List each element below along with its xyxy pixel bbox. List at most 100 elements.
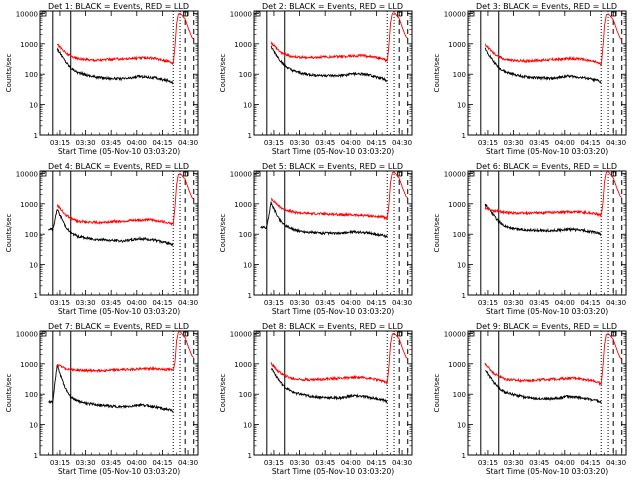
chart-title: Det 7: BLACK = Events, RED = LLD <box>48 322 189 331</box>
x-tick-label: 04:00 <box>555 459 575 467</box>
x-tick-label: 04:15 <box>366 299 386 307</box>
x-tick-label: 03:45 <box>529 139 549 147</box>
state-box <box>41 171 47 177</box>
state-box <box>469 11 475 17</box>
y-tick-label: 10000 <box>444 330 466 338</box>
x-tick-label: 04:30 <box>178 459 198 467</box>
plot-frame <box>39 330 199 456</box>
x-tick-label: 03:30 <box>503 139 523 147</box>
y-tick-label: 10 <box>243 102 252 110</box>
y-axis-label: Counts/sec <box>433 54 441 93</box>
lld-series-line <box>484 171 623 218</box>
y-tick-label: 1000 <box>234 201 252 209</box>
x-tick-label: 03:30 <box>503 459 523 467</box>
chart-panel-8: Det 8: BLACK = Events, RED = LLD 1 10 100 10… <box>219 322 413 476</box>
chart-title: Det 9: BLACK = Events, RED = LLD <box>476 322 617 331</box>
lld-series-line <box>270 171 409 221</box>
y-tick-label: 10 <box>243 262 252 270</box>
events-series-line <box>56 47 174 85</box>
x-tick-label: 03:15 <box>50 459 70 467</box>
state-box <box>255 171 261 177</box>
state-box <box>183 331 188 337</box>
x-tick-label: 04:30 <box>178 139 198 147</box>
chart-title: Det 5: BLACK = Events, RED = LLD <box>262 162 403 171</box>
y-tick-label: 10000 <box>230 10 252 18</box>
y-tick-label: 1000 <box>448 201 466 209</box>
y-tick-label: 1000 <box>20 361 38 369</box>
y-tick-label: 10000 <box>16 170 38 178</box>
x-tick-label: 04:15 <box>580 139 600 147</box>
y-tick-label: 1 <box>34 292 38 300</box>
x-tick-label: 04:30 <box>606 299 626 307</box>
state-box <box>255 331 261 337</box>
y-tick-label: 100 <box>453 391 466 399</box>
events-series-line <box>270 45 388 83</box>
x-tick-label: 03:15 <box>478 459 498 467</box>
y-axis-label: Counts/sec <box>5 214 13 253</box>
lld-series-line <box>484 333 623 387</box>
x-tick-label: 04:00 <box>127 299 147 307</box>
y-tick-label: 10 <box>457 422 466 430</box>
chart-panel-7: Det 7: BLACK = Events, RED = LLD 1 10 100 10… <box>5 322 199 476</box>
x-tick-label: 04:30 <box>606 459 626 467</box>
x-tick-label: 03:15 <box>478 139 498 147</box>
chart-panel-2: Det 2: BLACK = Events, RED = LLD 1 10 100 10… <box>219 2 413 156</box>
y-tick-label: 10 <box>29 422 38 430</box>
state-box <box>397 171 402 177</box>
y-tick-label: 1000 <box>234 361 252 369</box>
y-tick-label: 1 <box>462 292 466 300</box>
x-tick-label: 04:00 <box>555 139 575 147</box>
x-tick-label: 04:30 <box>392 299 412 307</box>
x-tick-label: 03:30 <box>503 299 523 307</box>
x-tick-label: 04:15 <box>152 459 172 467</box>
chart-title: Det 1: BLACK = Events, RED = LLD <box>48 2 189 11</box>
x-tick-label: 03:45 <box>101 459 121 467</box>
state-box <box>41 331 47 337</box>
y-tick-label: 100 <box>239 231 252 239</box>
x-tick-label: 03:30 <box>75 139 95 147</box>
state-box <box>41 11 47 17</box>
x-tick-label: 03:15 <box>50 139 70 147</box>
y-axis-label: Counts/sec <box>219 214 227 253</box>
x-axis-label: Start Time (05-Nov-10 03:03:20) <box>58 307 180 316</box>
y-tick-label: 100 <box>453 231 466 239</box>
lld-series-line <box>270 12 409 63</box>
x-tick-label: 03:45 <box>529 459 549 467</box>
x-tick-label: 04:15 <box>580 299 600 307</box>
x-tick-label: 04:00 <box>127 459 147 467</box>
x-tick-label: 04:15 <box>366 139 386 147</box>
plot-frame <box>253 330 413 456</box>
y-tick-label: 100 <box>25 231 38 239</box>
chart-title: Det 8: BLACK = Events, RED = LLD <box>262 322 403 331</box>
chart-title: Det 6: BLACK = Events, RED = LLD <box>476 162 617 171</box>
plot-frame <box>467 170 627 296</box>
events-series-line <box>484 47 602 84</box>
y-tick-label: 10000 <box>16 330 38 338</box>
y-tick-label: 10000 <box>16 10 38 18</box>
y-tick-label: 10 <box>29 102 38 110</box>
y-tick-label: 100 <box>453 71 466 79</box>
state-box <box>611 171 616 177</box>
lld-series-line <box>56 12 195 65</box>
plot-frame <box>467 330 627 456</box>
lld-series-line <box>56 331 195 374</box>
state-box <box>183 11 188 17</box>
x-tick-label: 04:15 <box>366 459 386 467</box>
x-axis-label: Start Time (05-Nov-10 03:03:20) <box>58 147 180 156</box>
chart-title: Det 4: BLACK = Events, RED = LLD <box>48 162 189 171</box>
plot-frame <box>467 10 627 136</box>
y-tick-label: 10 <box>457 262 466 270</box>
y-tick-label: 100 <box>25 71 38 79</box>
x-axis-label: Start Time (05-Nov-10 03:03:20) <box>272 467 394 476</box>
y-tick-label: 1000 <box>20 41 38 49</box>
x-tick-label: 04:00 <box>341 299 361 307</box>
chart-panel-5: Det 5: BLACK = Events, RED = LLD 1 10 100 10… <box>219 162 413 316</box>
y-axis-label: Counts/sec <box>219 374 227 413</box>
x-tick-label: 03:30 <box>75 299 95 307</box>
x-tick-label: 03:15 <box>264 459 284 467</box>
x-tick-label: 03:45 <box>315 139 335 147</box>
state-box <box>397 331 402 337</box>
y-tick-label: 1 <box>462 132 466 140</box>
chart-title: Det 2: BLACK = Events, RED = LLD <box>262 2 403 11</box>
